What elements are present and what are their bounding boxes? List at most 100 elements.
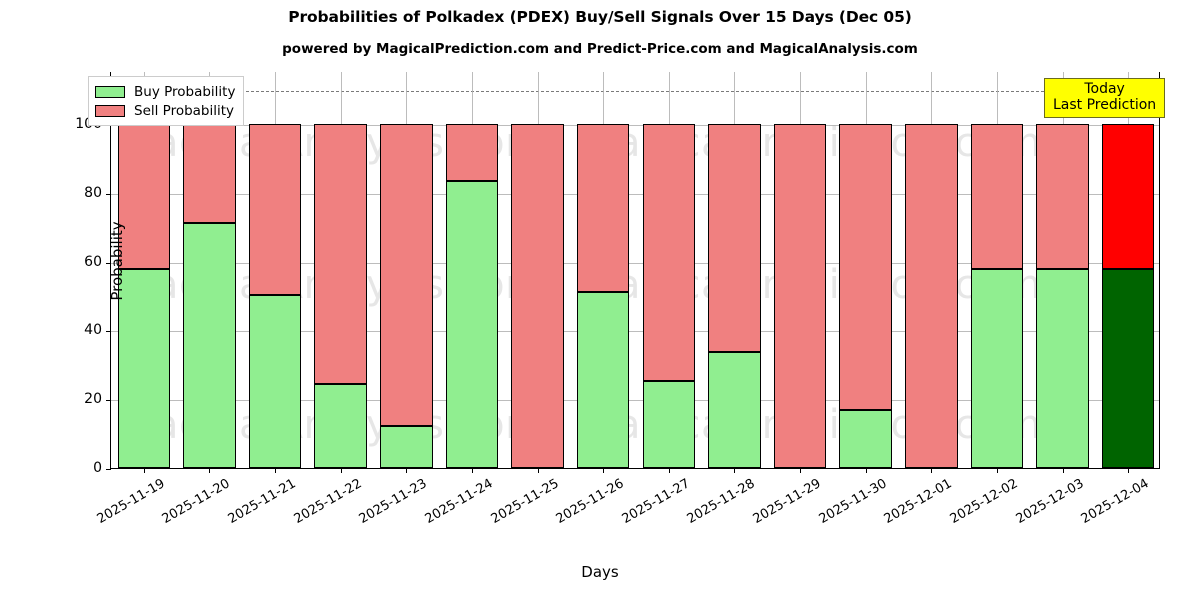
- bar-group[interactable]: [970, 71, 1024, 468]
- today-annotation-line2: Last Prediction: [1053, 96, 1157, 113]
- x-tick-label: 2025-11-27: [619, 476, 693, 527]
- x-axis-label: Days: [581, 563, 619, 581]
- bar-segment-sell[interactable]: [708, 124, 761, 353]
- bar-group[interactable]: [117, 71, 171, 468]
- y-tick-mark: [106, 400, 111, 402]
- gridline-horizontal: [111, 331, 1159, 333]
- gridline-horizontal: [111, 262, 1159, 264]
- bar-group[interactable]: [1036, 71, 1089, 468]
- chart-subtitle: powered by MagicalPrediction.com and Pre…: [282, 41, 918, 57]
- y-tick-label: 40: [84, 322, 102, 339]
- bar-segment-sell[interactable]: [905, 124, 958, 468]
- bar-group[interactable]: [839, 71, 892, 468]
- bar-segment-buy[interactable]: [708, 352, 761, 468]
- x-tick-label: 2025-12-04: [1078, 476, 1152, 527]
- bar-segment-buy[interactable]: [576, 292, 630, 468]
- bars-layer: [111, 72, 1159, 468]
- x-tick-label: 2025-11-22: [291, 476, 365, 527]
- bar-group[interactable]: [511, 71, 564, 468]
- bar-group[interactable]: [248, 71, 302, 468]
- bar-segment-sell[interactable]: [248, 124, 302, 296]
- x-tick-mark: [603, 468, 605, 473]
- x-tick-mark: [537, 468, 539, 473]
- x-tick-mark: [996, 468, 998, 473]
- bar-segment-sell[interactable]: [117, 124, 171, 270]
- y-tick-label: 60: [84, 253, 102, 270]
- x-tick-mark: [275, 468, 277, 473]
- bar-segment-buy[interactable]: [642, 380, 696, 468]
- x-tick-label: 2025-11-23: [356, 476, 430, 527]
- bar-segment-buy[interactable]: [970, 269, 1024, 468]
- bar-segment-sell[interactable]: [445, 124, 499, 181]
- chart-title: Probabilities of Polkadex (PDEX) Buy/Sel…: [288, 8, 912, 26]
- y-tick-mark: [106, 262, 111, 264]
- legend-item-buy: Buy Probability: [95, 82, 235, 101]
- bar-segment-buy[interactable]: [248, 295, 302, 468]
- x-tick-mark: [865, 468, 867, 473]
- bar-segment-sell[interactable]: [970, 124, 1024, 270]
- bar-segment-buy[interactable]: [380, 426, 433, 468]
- gridline-horizontal: [111, 193, 1159, 195]
- x-tick-label: 2025-12-02: [947, 476, 1021, 527]
- x-tick-mark: [931, 468, 933, 473]
- gridline-horizontal: [111, 400, 1159, 402]
- today-annotation-line1: Today: [1084, 81, 1125, 97]
- bar-segment-sell[interactable]: [839, 124, 892, 410]
- bar-segment-sell[interactable]: [511, 124, 564, 468]
- y-tick-label: 80: [84, 184, 102, 201]
- x-tick-mark: [143, 468, 145, 473]
- bar-segment-sell[interactable]: [642, 124, 696, 381]
- legend-label-sell: Sell Probability: [134, 102, 235, 119]
- bar-group[interactable]: [905, 71, 958, 468]
- bar-group[interactable]: [1101, 71, 1155, 468]
- legend-item-sell: Sell Probability: [95, 101, 235, 120]
- legend-swatch-buy-icon: [95, 85, 125, 98]
- x-tick-label: 2025-11-20: [160, 476, 234, 527]
- bar-segment-buy[interactable]: [445, 180, 499, 468]
- bar-segment-sell[interactable]: [380, 124, 433, 427]
- bar-group[interactable]: [773, 71, 827, 468]
- bar-group[interactable]: [183, 71, 236, 468]
- x-tick-mark: [1128, 468, 1130, 473]
- x-tick-mark: [209, 468, 211, 473]
- x-tick-label: 2025-11-30: [816, 476, 890, 527]
- bar-segment-buy[interactable]: [1036, 269, 1089, 468]
- bar-group[interactable]: [314, 71, 367, 468]
- bar-segment-buy[interactable]: [183, 222, 236, 468]
- x-tick-mark: [471, 468, 473, 473]
- bar-group[interactable]: [642, 71, 696, 468]
- reference-line: [111, 90, 1159, 92]
- bar-segment-buy[interactable]: [839, 409, 892, 468]
- x-tick-label: 2025-11-19: [94, 476, 168, 527]
- x-tick-mark: [800, 468, 802, 473]
- x-tick-mark: [734, 468, 736, 473]
- x-tick-label: 2025-12-01: [881, 476, 955, 527]
- bar-group[interactable]: [445, 71, 499, 468]
- x-tick-mark: [668, 468, 670, 473]
- x-tick-label: 2025-11-29: [750, 476, 824, 527]
- bar-group[interactable]: [576, 71, 630, 468]
- x-tick-label: 2025-11-24: [422, 476, 496, 527]
- x-tick-label: 2025-11-28: [685, 476, 759, 527]
- bar-segment-sell[interactable]: [773, 124, 827, 468]
- x-tick-mark: [406, 468, 408, 473]
- bar-segment-buy[interactable]: [1101, 269, 1155, 468]
- y-tick-mark: [106, 331, 111, 333]
- y-tick-mark: [106, 469, 111, 470]
- bar-segment-buy[interactable]: [314, 383, 367, 468]
- bar-segment-sell[interactable]: [576, 124, 630, 293]
- bar-segment-sell[interactable]: [1101, 124, 1155, 270]
- bar-segment-sell[interactable]: [314, 124, 367, 384]
- x-tick-mark: [1062, 468, 1064, 473]
- x-tick-label: 2025-11-26: [553, 476, 627, 527]
- bar-segment-sell[interactable]: [1036, 124, 1089, 270]
- bar-segment-sell[interactable]: [183, 124, 236, 223]
- y-tick-mark: [106, 193, 111, 195]
- bar-segment-buy[interactable]: [117, 269, 171, 468]
- bar-group[interactable]: [380, 71, 433, 468]
- bar-group[interactable]: [708, 71, 761, 468]
- today-annotation: Today Last Prediction: [1044, 78, 1166, 119]
- y-axis-label: Probability: [108, 221, 126, 301]
- plot-area: MagicalAnalysis.comMagicalPrediction.com…: [106, 72, 1160, 473]
